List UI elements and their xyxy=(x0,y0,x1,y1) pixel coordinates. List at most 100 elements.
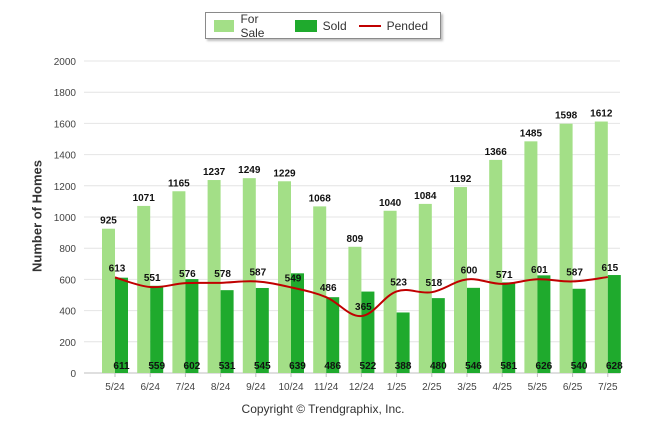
bar-for-sale xyxy=(102,228,115,373)
x-tick-label: 10/24 xyxy=(278,382,303,393)
data-label-pended: 578 xyxy=(214,269,231,280)
bar-sold xyxy=(255,287,269,373)
bar-for-sale xyxy=(383,210,397,373)
data-label-pended: 587 xyxy=(249,267,266,278)
bar-for-sale xyxy=(242,178,256,373)
bar-for-sale xyxy=(418,203,432,373)
data-label-sold: 522 xyxy=(360,361,377,372)
data-label-sold: 581 xyxy=(500,361,517,372)
data-label-for-sale: 1485 xyxy=(520,128,543,139)
data-label-for-sale: 1612 xyxy=(590,109,613,120)
data-label-for-sale: 1071 xyxy=(133,193,156,204)
chart-legend: For Sale Sold Pended xyxy=(205,12,441,40)
x-tick-label: 11/24 xyxy=(314,382,339,393)
data-label-for-sale: 1192 xyxy=(450,174,472,185)
bar-sold xyxy=(502,282,516,373)
x-tick-label: 5/25 xyxy=(528,382,548,393)
y-tick-label: 200 xyxy=(59,338,76,349)
bar-for-sale xyxy=(172,191,186,373)
bar-sold xyxy=(115,277,128,373)
bar-sold xyxy=(431,298,445,373)
data-label-sold: 531 xyxy=(219,361,236,372)
bar-sold xyxy=(326,297,340,373)
data-label-for-sale: 1366 xyxy=(485,147,508,158)
legend-item-for-sale: For Sale xyxy=(214,12,283,40)
y-tick-label: 2000 xyxy=(54,57,77,68)
x-tick-label: 9/24 xyxy=(246,382,266,393)
data-label-pended: 551 xyxy=(144,273,161,284)
legend-item-pended: Pended xyxy=(358,18,428,33)
y-tick-label: 1400 xyxy=(54,151,77,162)
y-tick-label: 800 xyxy=(59,244,76,255)
bar-sold xyxy=(291,273,304,373)
data-label-pended: 613 xyxy=(109,263,126,274)
data-label-for-sale: 1068 xyxy=(309,193,332,204)
legend-label-pended: Pended xyxy=(386,18,428,33)
data-label-for-sale: 925 xyxy=(100,216,117,227)
bar-sold xyxy=(185,279,199,373)
data-label-for-sale: 1084 xyxy=(414,191,437,202)
legend-swatch-pended xyxy=(358,24,381,27)
x-tick-label: 8/24 xyxy=(211,382,231,393)
data-label-sold: 639 xyxy=(289,361,306,372)
data-label-pended: 549 xyxy=(285,273,302,284)
data-label-pended: 615 xyxy=(601,263,618,274)
data-label-for-sale: 809 xyxy=(347,234,364,245)
y-tick-label: 0 xyxy=(70,369,76,380)
x-tick-label: 7/24 xyxy=(176,382,196,393)
data-label-sold: 388 xyxy=(395,361,412,372)
data-label-for-sale: 1040 xyxy=(379,198,402,209)
data-label-sold: 540 xyxy=(571,361,588,372)
x-tick-label: 2/25 xyxy=(422,382,442,393)
data-label-pended: 518 xyxy=(425,278,442,289)
data-label-sold: 628 xyxy=(606,361,623,372)
data-label-pended: 587 xyxy=(566,267,583,278)
data-label-sold: 559 xyxy=(148,361,165,372)
x-tick-label: 4/25 xyxy=(492,382,512,393)
data-label-sold: 626 xyxy=(536,361,553,372)
bar-sold xyxy=(572,288,586,373)
data-label-pended: 571 xyxy=(496,270,513,281)
pended-line xyxy=(114,276,608,318)
y-tick-label: 1000 xyxy=(54,213,77,224)
bar-for-sale xyxy=(489,159,503,373)
bar-sold xyxy=(396,312,410,373)
y-tick-label: 1600 xyxy=(54,119,77,130)
bar-for-sale xyxy=(278,181,291,373)
data-label-pended: 365 xyxy=(355,302,372,313)
data-label-for-sale: 1237 xyxy=(203,167,226,178)
copyright-text: Copyright © Trendgraphix, Inc. xyxy=(241,402,405,416)
y-tick-label: 400 xyxy=(59,307,76,318)
data-label-for-sale: 1598 xyxy=(555,111,578,122)
bar-for-sale xyxy=(524,141,538,373)
data-label-pended: 576 xyxy=(179,269,196,280)
y-axis-label: Number of Homes xyxy=(29,160,45,272)
legend-item-sold: Sold xyxy=(294,18,347,33)
bar-for-sale xyxy=(137,205,151,373)
x-tick-label: 12/24 xyxy=(349,382,374,393)
x-tick-label: 5/24 xyxy=(105,382,125,393)
legend-swatch-for-sale xyxy=(214,19,235,32)
bar-sold xyxy=(220,290,234,373)
bar-sold xyxy=(467,287,480,373)
data-label-pended: 601 xyxy=(531,265,548,276)
bar-for-sale xyxy=(559,123,573,373)
y-tick-label: 1200 xyxy=(54,182,77,193)
bar-sold xyxy=(150,285,164,373)
bar-sold xyxy=(537,275,551,373)
legend-label-for-sale: For Sale xyxy=(240,11,265,40)
y-tick-label: 600 xyxy=(59,275,76,286)
bar-for-sale xyxy=(207,180,221,373)
data-label-pended: 600 xyxy=(461,265,478,276)
data-label-sold: 546 xyxy=(465,361,482,372)
data-label-for-sale: 1249 xyxy=(238,165,261,176)
data-label-for-sale: 1165 xyxy=(168,178,190,189)
bar-for-sale xyxy=(313,206,327,373)
legend-label-sold: Sold xyxy=(322,18,347,33)
x-tick-label: 7/25 xyxy=(598,382,618,393)
x-tick-label: 6/24 xyxy=(140,382,160,393)
x-tick-label: 1/25 xyxy=(387,382,407,393)
data-label-sold: 486 xyxy=(324,361,341,372)
